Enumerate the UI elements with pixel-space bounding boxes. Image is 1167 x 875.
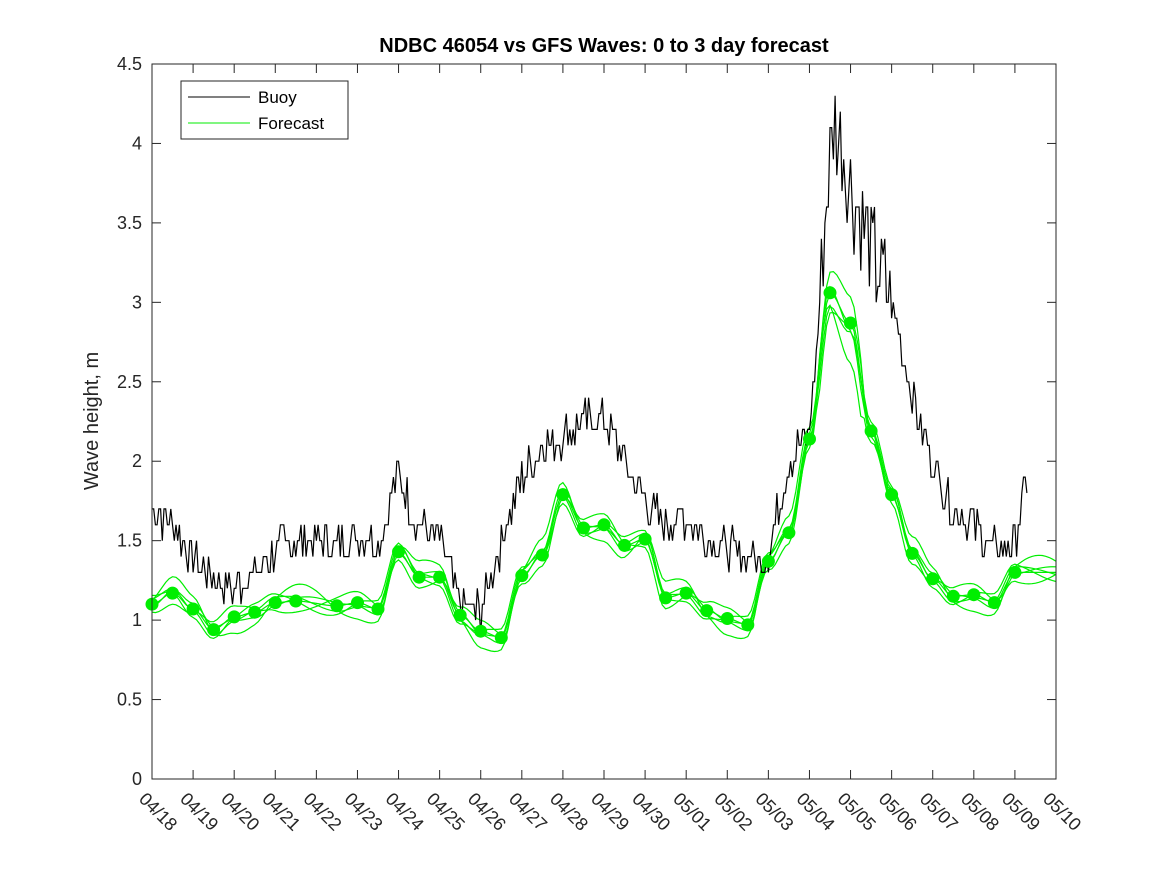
buoy-line bbox=[152, 95, 1028, 637]
forecast-marker bbox=[515, 569, 529, 583]
buoy-series bbox=[152, 95, 1028, 637]
y-tick-label: 2 bbox=[132, 451, 142, 471]
forecast-marker bbox=[207, 623, 221, 637]
forecast-marker bbox=[926, 572, 940, 586]
y-tick-label: 2.5 bbox=[117, 372, 142, 392]
forecast-marker bbox=[679, 586, 693, 600]
forecast-marker bbox=[720, 612, 734, 625]
forecast-markers bbox=[145, 286, 1022, 645]
forecast-marker bbox=[597, 518, 611, 532]
forecast-marker bbox=[412, 570, 426, 584]
y-tick-label: 0 bbox=[132, 769, 142, 789]
forecast-marker bbox=[659, 591, 673, 605]
forecast-marker bbox=[577, 521, 590, 535]
y-axis-ticks: 0 0.5 1 1.5 2 2.5 3 3.5 4 4.5 bbox=[117, 54, 1056, 789]
forecast-marker bbox=[535, 548, 549, 562]
forecast-marker bbox=[268, 596, 282, 610]
y-tick-label: 3 bbox=[132, 292, 142, 312]
forecast-marker bbox=[166, 586, 179, 600]
forecast-marker bbox=[289, 594, 303, 608]
forecast-marker bbox=[392, 545, 405, 559]
forecast-marker bbox=[946, 589, 960, 603]
forecast-marker bbox=[823, 286, 837, 300]
y-tick-label: 0.5 bbox=[117, 690, 142, 710]
forecast-marker bbox=[371, 602, 385, 616]
forecast-marker bbox=[453, 608, 467, 622]
forecast-marker bbox=[905, 546, 919, 560]
chart-title: NDBC 46054 vs GFS Waves: 0 to 3 day fore… bbox=[379, 35, 829, 57]
y-axis-label: Wave height, m bbox=[81, 352, 103, 490]
forecast-marker bbox=[494, 631, 508, 645]
y-tick-label: 4 bbox=[132, 133, 142, 153]
y-tick-label: 3.5 bbox=[117, 213, 142, 233]
forecast-marker bbox=[618, 538, 631, 552]
forecast-marker bbox=[987, 596, 1001, 610]
y-tick-label: 1 bbox=[132, 610, 142, 630]
forecast-marker bbox=[782, 526, 796, 540]
legend-box bbox=[180, 80, 349, 140]
forecast-marker bbox=[803, 432, 816, 446]
axes-box bbox=[151, 63, 1057, 780]
y-tick-label: 1.5 bbox=[117, 531, 142, 551]
forecast-marker bbox=[885, 488, 899, 502]
forecast-marker bbox=[761, 554, 775, 568]
forecast-marker bbox=[227, 610, 241, 624]
forecast-marker bbox=[638, 532, 652, 546]
forecast-line bbox=[151, 304, 1057, 653]
forecast-marker bbox=[556, 488, 570, 502]
forecast-marker bbox=[330, 599, 344, 613]
forecast-marker bbox=[474, 624, 488, 638]
forecast-marker bbox=[186, 602, 200, 616]
legend-buoy-label: Buoy bbox=[258, 88, 297, 107]
forecast-marker bbox=[864, 424, 878, 438]
forecast-line bbox=[151, 270, 1057, 636]
forecast-marker bbox=[700, 604, 714, 618]
forecast-marker bbox=[248, 605, 262, 619]
forecast-marker bbox=[967, 588, 981, 602]
legend-forecast-label: Forecast bbox=[258, 114, 324, 133]
forecast-marker bbox=[741, 618, 755, 632]
legend: Buoy Forecast bbox=[180, 80, 349, 140]
forecast-marker bbox=[1008, 565, 1022, 579]
y-tick-label: 4.5 bbox=[117, 54, 142, 74]
forecast-marker bbox=[433, 570, 447, 584]
forecast-marker bbox=[844, 316, 857, 330]
forecast-marker bbox=[351, 596, 364, 610]
